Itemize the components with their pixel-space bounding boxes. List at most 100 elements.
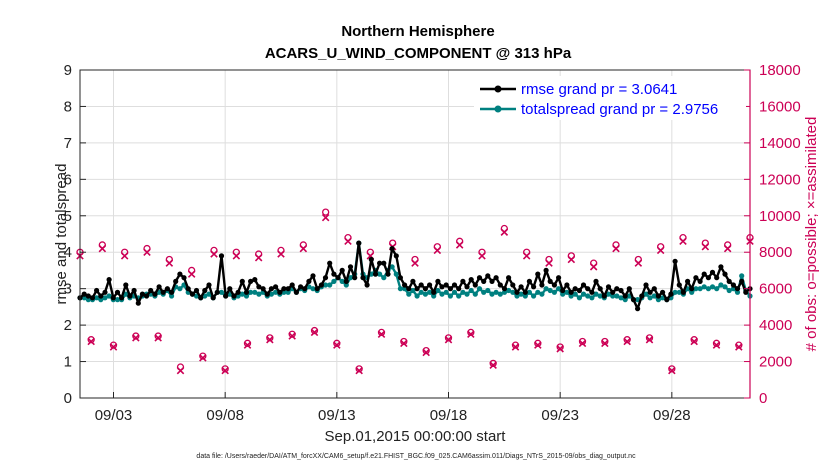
- rmse-point: [639, 293, 645, 299]
- rmse-point: [514, 289, 520, 295]
- y-left-tick-label: 3: [64, 281, 72, 298]
- rmse-point: [672, 258, 678, 264]
- rmse-point: [402, 282, 408, 288]
- totalspread-point: [718, 282, 724, 288]
- rmse-point: [110, 295, 116, 301]
- rmse-point: [169, 289, 175, 295]
- totalspread-point: [327, 282, 333, 288]
- rmse-point: [526, 278, 533, 284]
- obs-assimilated-point: [98, 244, 107, 253]
- totalspread-point: [568, 293, 574, 299]
- rmse-point: [410, 278, 416, 284]
- rmse-point: [539, 282, 545, 288]
- rmse-point: [260, 286, 266, 292]
- rmse-point: [522, 289, 528, 295]
- totalspread-point: [435, 287, 441, 294]
- totalspread-point: [427, 289, 433, 295]
- totalspread-point: [468, 287, 474, 294]
- rmse-point: [456, 286, 462, 292]
- obs-assimilated-point: [176, 366, 185, 375]
- totalspread-point: [422, 291, 428, 297]
- rmse-point: [564, 282, 570, 288]
- rmse-point: [689, 286, 695, 292]
- rmse-point: [81, 291, 87, 297]
- obs-assimilated-point: [355, 366, 363, 375]
- totalspread-point: [506, 287, 512, 294]
- obs-possible-point: [322, 208, 330, 216]
- totalspread-point: [389, 264, 395, 270]
- rmse-point: [660, 289, 666, 295]
- rmse-point: [210, 295, 216, 301]
- rmse-point: [347, 264, 354, 270]
- totalspread-point: [489, 291, 495, 297]
- totalspread-point: [693, 286, 699, 292]
- rmse-point: [651, 286, 657, 292]
- rmse-point: [739, 278, 745, 284]
- rmse-point: [493, 275, 499, 281]
- totalspread-point: [714, 286, 720, 292]
- obs-assimilated-point: [601, 339, 609, 348]
- rmse-point: [356, 240, 362, 246]
- rmse-point: [302, 286, 308, 292]
- obs-assimilated-point: [299, 244, 308, 253]
- totalspread-point: [406, 291, 412, 297]
- rmse-point: [460, 278, 466, 284]
- x-axis-label: Sep.01,2015 00:00:00 start: [325, 428, 507, 445]
- totalspread-point: [672, 289, 678, 295]
- rmse-point: [231, 293, 237, 299]
- totalspread-point: [647, 295, 653, 301]
- rmse-point: [343, 278, 349, 284]
- totalspread-point: [556, 286, 562, 292]
- y-left-tick-label: 7: [64, 135, 72, 152]
- obs-assimilated-point: [534, 341, 542, 349]
- totalspread-point: [256, 291, 262, 297]
- rmse-point: [643, 282, 649, 288]
- obs-possible-point: [333, 339, 341, 347]
- rmse-point: [481, 278, 487, 284]
- rmse-point: [572, 286, 578, 292]
- obs-possible-point: [534, 339, 542, 347]
- obs-assimilated-point: [701, 242, 710, 251]
- rmse-point: [697, 278, 703, 284]
- rmse-point: [722, 271, 728, 277]
- totalspread-point: [655, 297, 662, 303]
- totalspread-point: [447, 293, 453, 299]
- rmse-point: [614, 286, 620, 292]
- totalspread-point: [94, 295, 100, 301]
- rmse-point: [252, 277, 258, 283]
- y-right-tick-label: 8000: [759, 244, 792, 261]
- rmse-point: [547, 278, 553, 284]
- totalspread-point: [739, 273, 745, 279]
- rmse-point: [360, 275, 366, 281]
- rmse-point: [497, 282, 503, 288]
- chart-title-line2: ACARS_U_WIND_COMPONENT @ 313 hPa: [265, 45, 572, 62]
- totalspread-point: [501, 289, 508, 295]
- obs-possible-point: [154, 332, 162, 340]
- y-axis-left-label: rmse and totalspread: [53, 164, 70, 305]
- rmse-point: [331, 271, 337, 277]
- rmse-point: [310, 273, 316, 279]
- rmse-point: [489, 278, 495, 284]
- rmse-point: [464, 284, 470, 290]
- totalspread-point: [460, 289, 466, 295]
- x-tick-label: 09/13: [318, 407, 356, 424]
- rmse-point: [223, 293, 229, 299]
- rmse-point: [248, 278, 254, 284]
- totalspread-point: [597, 293, 603, 299]
- rmse-point: [635, 306, 641, 312]
- totalspread-point: [239, 291, 245, 297]
- rmse-point: [531, 284, 537, 290]
- totalspread-point: [510, 289, 516, 295]
- rmse-point: [443, 282, 449, 288]
- rmse-point: [235, 289, 241, 295]
- totalspread-point: [572, 291, 578, 297]
- obs-possible-point: [422, 346, 430, 355]
- rmse-point: [135, 300, 141, 306]
- totalspread-point: [418, 289, 424, 295]
- obs-assimilated-point: [623, 337, 631, 346]
- rmse-point: [589, 289, 595, 295]
- rmse-point: [685, 278, 691, 284]
- y-right-tick-label: 4000: [759, 317, 792, 334]
- rmse-point: [647, 289, 653, 295]
